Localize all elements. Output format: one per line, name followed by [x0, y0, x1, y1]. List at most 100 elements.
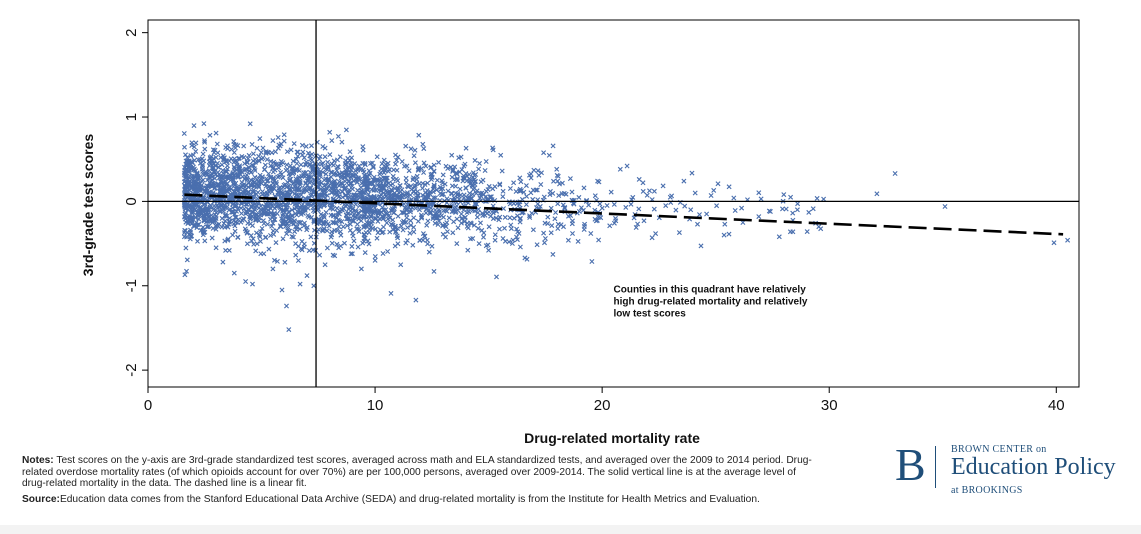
- data-point: [368, 194, 373, 200]
- data-point: [795, 201, 801, 207]
- data-point: [284, 162, 290, 168]
- data-point: [344, 170, 350, 176]
- data-point: [624, 163, 630, 169]
- data-point: [697, 212, 702, 218]
- data-point: [419, 215, 425, 221]
- data-point: [191, 144, 197, 150]
- data-point: [370, 177, 376, 183]
- data-point: [331, 213, 337, 219]
- data-point: [362, 162, 368, 168]
- data-point: [256, 184, 262, 190]
- data-point: [475, 225, 481, 231]
- data-point: [347, 218, 353, 223]
- data-point: [380, 216, 386, 222]
- data-point: [207, 132, 213, 138]
- data-point: [407, 230, 413, 236]
- data-point: [403, 240, 409, 246]
- data-point: [388, 290, 394, 296]
- data-point: [403, 179, 409, 185]
- data-point: [184, 154, 190, 160]
- data-point: [592, 193, 598, 199]
- data-point: [366, 178, 371, 184]
- data-point: [328, 234, 334, 240]
- data-point: [339, 219, 345, 225]
- data-point: [213, 213, 219, 219]
- data-point: [270, 138, 276, 144]
- data-point: [425, 191, 431, 197]
- data-point: [244, 229, 250, 235]
- data-point: [510, 237, 516, 243]
- reference-lines: [148, 20, 1079, 387]
- data-point: [404, 194, 410, 200]
- data-point: [431, 195, 437, 201]
- data-point: [425, 218, 431, 224]
- data-point: [494, 274, 499, 280]
- data-point: [404, 163, 410, 169]
- data-point: [378, 209, 384, 215]
- data-point: [581, 185, 587, 191]
- data-point: [424, 237, 430, 243]
- data-point: [193, 148, 199, 154]
- data-point: [439, 178, 445, 184]
- data-point: [263, 149, 269, 155]
- data-point: [263, 206, 269, 212]
- data-point: [560, 202, 566, 208]
- data-point: [397, 183, 403, 189]
- data-point: [210, 165, 216, 171]
- data-point: [232, 228, 238, 234]
- data-point: [524, 193, 530, 199]
- data-point: [186, 163, 192, 169]
- data-point: [636, 206, 642, 212]
- data-point: [357, 214, 363, 219]
- data-point: [420, 141, 426, 147]
- data-point: [413, 297, 419, 303]
- data-point: [481, 230, 487, 236]
- y-tick-label: -2: [123, 363, 140, 376]
- data-point: [325, 159, 331, 165]
- data-point: [189, 210, 195, 216]
- data-point: [263, 234, 269, 240]
- data-point: [472, 157, 478, 163]
- data-point: [814, 195, 820, 201]
- data-point: [354, 221, 360, 227]
- data-point: [545, 214, 551, 220]
- data-point: [628, 201, 634, 207]
- data-point: [401, 201, 407, 207]
- data-point: [421, 146, 427, 152]
- data-point: [332, 227, 338, 233]
- data-point: [681, 178, 687, 184]
- data-point: [277, 185, 283, 191]
- data-point: [350, 230, 355, 236]
- data-point: [307, 153, 313, 159]
- data-point: [445, 166, 451, 171]
- data-point: [284, 207, 290, 213]
- data-point: [469, 196, 475, 201]
- data-point: [366, 241, 372, 247]
- data-point: [562, 204, 568, 210]
- data-point: [250, 151, 256, 157]
- data-point: [474, 214, 480, 220]
- data-point: [242, 176, 248, 182]
- data-point: [226, 176, 231, 182]
- data-point: [486, 247, 492, 253]
- data-point: [340, 224, 346, 230]
- data-point: [468, 195, 474, 201]
- data-point: [329, 138, 335, 144]
- data-point: [374, 154, 380, 160]
- data-point: [354, 179, 360, 185]
- data-point: [274, 258, 280, 264]
- data-point: [497, 214, 503, 220]
- data-point: [269, 223, 275, 229]
- brookings-logo: B BROWN CENTER on Education Policy at BR…: [895, 440, 1135, 500]
- data-point: [555, 226, 561, 231]
- data-point: [372, 254, 378, 259]
- data-point: [200, 227, 206, 233]
- data-point: [704, 211, 710, 217]
- data-point: [264, 178, 270, 184]
- data-point: [780, 206, 785, 212]
- data-point: [470, 170, 476, 176]
- data-point: [426, 249, 432, 255]
- data-point: [278, 141, 284, 147]
- data-point: [408, 222, 414, 228]
- data-point: [245, 189, 251, 195]
